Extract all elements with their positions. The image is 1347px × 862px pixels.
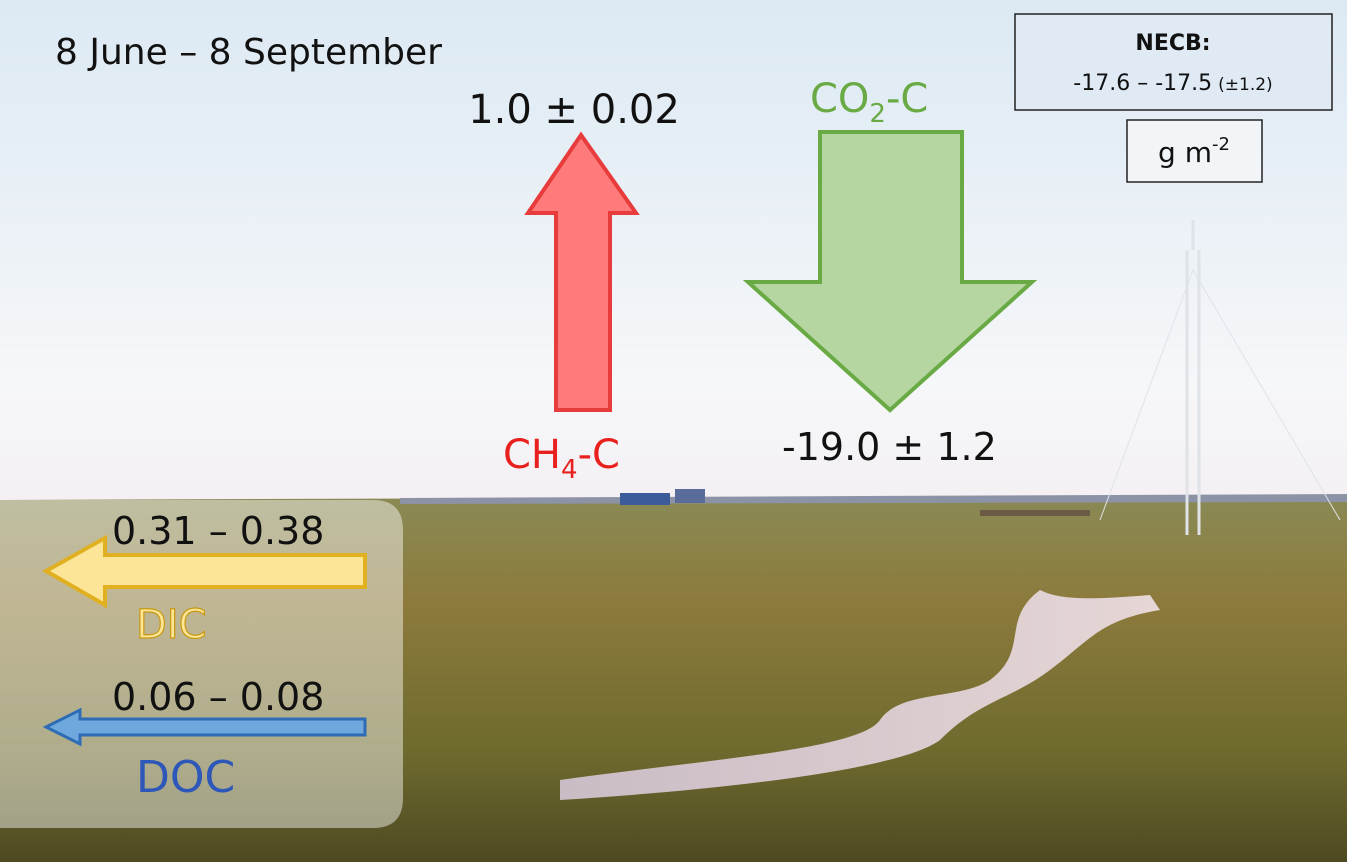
co2-label: CO2-C [810, 76, 928, 129]
co2-label-part: -C [886, 76, 928, 122]
unit: g m-2 [1158, 134, 1230, 169]
necb-uncertainty: (±1.2) [1218, 75, 1273, 95]
ch4-label: CH4-C [503, 432, 620, 485]
necb-title: NECB: [1135, 31, 1210, 56]
ch4-label-part: CH [503, 432, 561, 478]
ch4-arrow [524, 131, 640, 412]
building [675, 489, 705, 503]
ch4-flux: 1.0 ± 0.02 [468, 87, 680, 133]
doc-arrow [42, 707, 367, 747]
necb-box [1014, 13, 1333, 111]
boardwalk [980, 510, 1090, 516]
stream [560, 590, 1160, 800]
dic-flux: 0.31 – 0.38 [112, 509, 324, 553]
necb-values: -17.6 – -17.5 (±1.2) [1073, 71, 1272, 96]
co2-arrow [742, 130, 1038, 413]
period: 8 June – 8 September [55, 32, 442, 73]
co2-subscript: 2 [869, 99, 886, 129]
doc-label: DOC [136, 752, 235, 803]
co2-flux: -19.0 ± 1.2 [782, 425, 997, 469]
co2-label-part: CO [810, 76, 869, 122]
tower [1099, 220, 1341, 535]
unit-exponent: -2 [1212, 134, 1230, 155]
unit-box [1126, 119, 1263, 183]
necb-range: -17.6 – -17.5 [1073, 71, 1212, 96]
building [620, 493, 670, 505]
dic-arrow [41, 534, 367, 609]
dic-label: DIC [136, 602, 207, 648]
unit-base: g m [1158, 136, 1212, 169]
ch4-subscript: 4 [561, 455, 578, 485]
ch4-label-part: -C [578, 432, 620, 478]
doc-flux: 0.06 – 0.08 [112, 675, 324, 719]
